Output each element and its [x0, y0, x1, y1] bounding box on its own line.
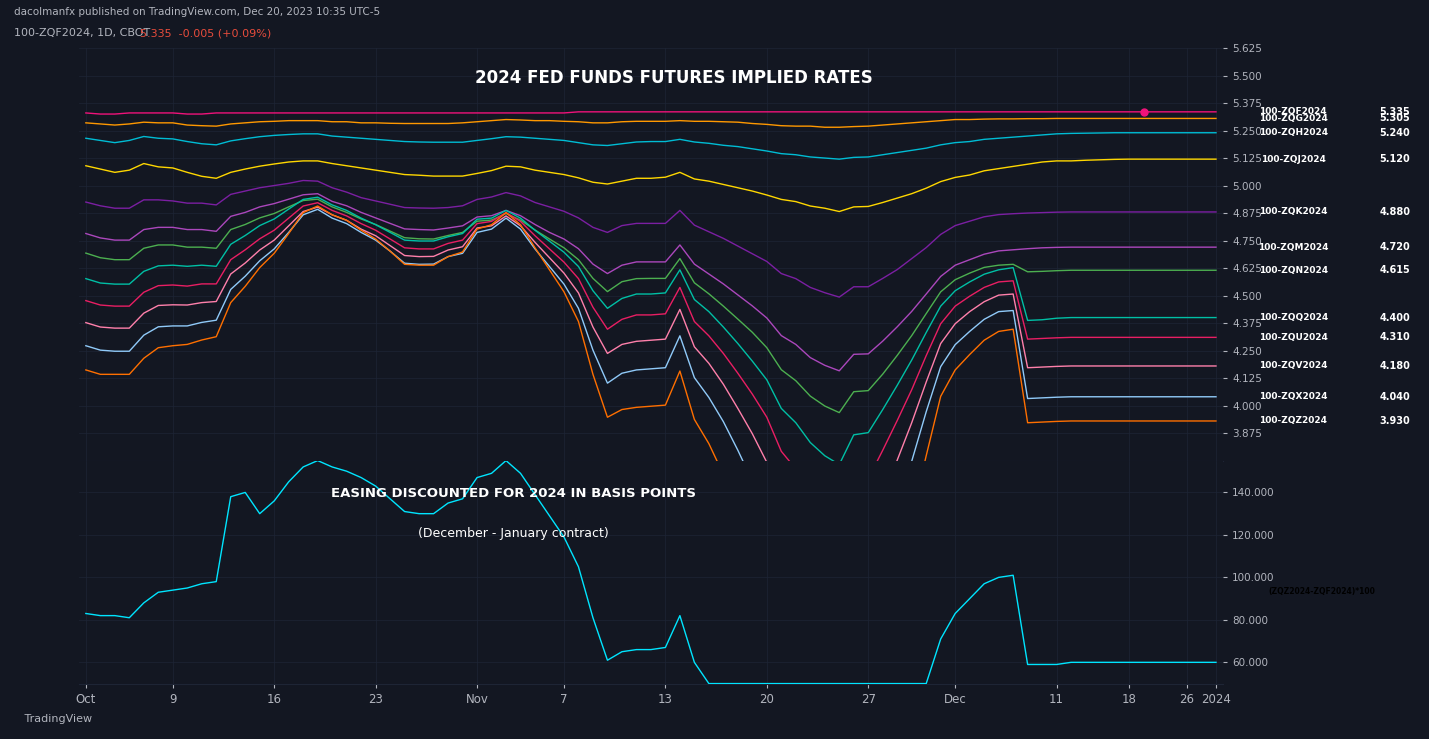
Text: 5.305: 5.305: [1379, 114, 1410, 123]
Text: 100-ZQK2024: 100-ZQK2024: [1259, 208, 1328, 217]
Text: (December - January contract): (December - January contract): [419, 528, 609, 540]
Text: 4.400: 4.400: [1379, 313, 1410, 322]
Text: 100-ZQM2024: 100-ZQM2024: [1258, 242, 1329, 252]
Text: 100-ZQF2024: 100-ZQF2024: [1259, 107, 1328, 116]
Text: 5.120: 5.120: [1379, 154, 1410, 164]
Text: 2024 FED FUNDS FUTURES IMPLIED RATES: 2024 FED FUNDS FUTURES IMPLIED RATES: [474, 69, 873, 86]
Text: 100-ZQZ2024: 100-ZQZ2024: [1259, 417, 1328, 426]
Text: 100-ZQH2024: 100-ZQH2024: [1259, 129, 1328, 137]
Text: 100-ZQX2024: 100-ZQX2024: [1259, 392, 1328, 401]
Text: 5.240: 5.240: [1379, 128, 1410, 137]
Text: dacolmanfx published on TradingView.com, Dec 20, 2023 10:35 UTC-5: dacolmanfx published on TradingView.com,…: [14, 7, 380, 18]
Text: 4.880: 4.880: [1379, 207, 1410, 217]
Text: 100-ZQG2024: 100-ZQG2024: [1259, 114, 1328, 123]
Text: 5.335  -0.005 (+0.09%): 5.335 -0.005 (+0.09%): [140, 28, 272, 38]
Text: EASING DISCOUNTED FOR 2024 IN BASIS POINTS: EASING DISCOUNTED FOR 2024 IN BASIS POIN…: [332, 487, 696, 500]
Text: 4.615: 4.615: [1379, 265, 1410, 275]
Text: 4.040: 4.040: [1379, 392, 1410, 402]
Text: TradingView: TradingView: [14, 714, 93, 724]
Text: 100-ZQJ2024: 100-ZQJ2024: [1260, 154, 1326, 163]
Text: 4.180: 4.180: [1379, 361, 1410, 371]
Text: 3.930: 3.930: [1379, 416, 1410, 426]
Text: 100-ZQN2024: 100-ZQN2024: [1259, 266, 1328, 275]
Text: 100-ZQQ2024: 100-ZQQ2024: [1259, 313, 1328, 322]
Text: 4.720: 4.720: [1379, 242, 1410, 252]
Text: 5.335: 5.335: [1379, 107, 1410, 117]
Text: 100-ZQV2024: 100-ZQV2024: [1259, 361, 1328, 370]
Text: 4.310: 4.310: [1379, 333, 1410, 342]
Text: 100-ZQF2024, 1D, CBOT: 100-ZQF2024, 1D, CBOT: [14, 28, 157, 38]
Text: 100-ZQU2024: 100-ZQU2024: [1259, 333, 1328, 342]
Text: (ZQZ2024-ZQF2024)*100: (ZQZ2024-ZQF2024)*100: [1269, 587, 1375, 596]
